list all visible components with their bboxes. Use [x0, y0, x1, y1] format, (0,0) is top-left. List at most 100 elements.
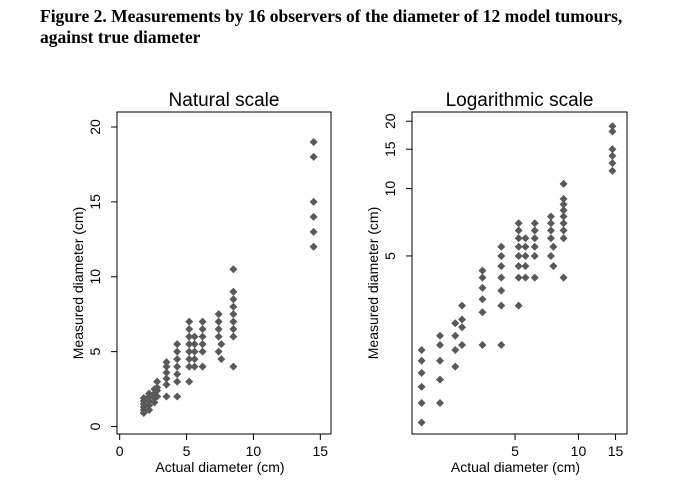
log-data-point: [559, 179, 568, 188]
log-data-point: [497, 242, 506, 251]
log-data-point: [458, 301, 467, 310]
log-data-point: [478, 273, 487, 282]
natural-data-point: [173, 347, 182, 356]
natural-data-point: [229, 265, 238, 274]
natural-data-point: [162, 358, 171, 367]
log-data-point: [497, 262, 506, 271]
natural-data-point: [309, 242, 318, 251]
natural-data-point: [162, 380, 171, 389]
log-data-point: [458, 340, 467, 349]
natural-data-point: [190, 332, 199, 341]
log-data-point: [458, 315, 467, 324]
log-data-point: [546, 226, 555, 235]
log-data-point: [530, 219, 539, 228]
log-data-point: [521, 262, 530, 271]
natural-data-point: [185, 347, 194, 356]
natural-data-point: [229, 325, 238, 334]
log-data-point: [435, 331, 444, 340]
log-data-point: [478, 283, 487, 292]
log-data-point: [478, 340, 487, 349]
natural-x-tick-label: 15: [313, 443, 329, 459]
natural-data-point: [198, 362, 207, 371]
natural-data-point: [185, 317, 194, 326]
log-data-point: [530, 226, 539, 235]
log-data-point: [497, 251, 506, 260]
log-data-point: [451, 362, 460, 371]
log-y-axis-label: Measured diameter (cm): [365, 207, 381, 360]
natural-data-point: [185, 340, 194, 349]
log-data-point: [497, 340, 506, 349]
log-data-point: [530, 273, 539, 282]
natural-x-tick-label: 5: [183, 443, 191, 459]
natural-data-point: [214, 317, 223, 326]
natural-y-axis-label: Measured diameter (cm): [70, 207, 86, 360]
natural-data-point: [217, 340, 226, 349]
natural-data-point: [309, 227, 318, 236]
log-data-point: [521, 234, 530, 243]
log-data-point: [530, 234, 539, 243]
log-data-point: [559, 219, 568, 228]
natural-data-point: [309, 212, 318, 221]
log-data-point: [608, 122, 617, 131]
log-y-tick-label: 20: [382, 113, 398, 129]
natural-y-tick-label: 5: [87, 348, 103, 356]
natural-data-point: [185, 355, 194, 364]
log-data-point: [521, 273, 530, 282]
natural-data-point: [217, 355, 226, 364]
log-data-point: [417, 399, 426, 408]
log-data-point: [559, 234, 568, 243]
natural-data-point: [185, 377, 194, 386]
log-data-point: [549, 262, 558, 271]
log-data-point: [608, 159, 617, 168]
natural-data-point: [162, 368, 171, 377]
log-data-point: [608, 127, 617, 136]
log-data-point: [478, 308, 487, 317]
natural-data-point: [145, 401, 154, 410]
log-data-point: [521, 242, 530, 251]
natural-data-point: [145, 406, 154, 415]
natural-data-point: [229, 310, 238, 319]
natural-x-axis-label: Actual diameter (cm): [155, 459, 284, 475]
natural-data-point: [309, 137, 318, 146]
natural-data-point: [190, 347, 199, 356]
log-data-point: [559, 206, 568, 215]
log-data-point: [608, 145, 617, 154]
natural-data-point: [229, 295, 238, 304]
log-data-point: [514, 242, 523, 251]
natural-data-point: [185, 362, 194, 371]
log-data-point: [451, 345, 460, 354]
natural-data-point: [198, 340, 207, 349]
log-data-point: [478, 295, 487, 304]
log-plot-frame: [411, 111, 628, 435]
log-data-point: [549, 242, 558, 251]
natural-x-tick-label: 10: [246, 443, 262, 459]
log-y-tick-label: 15: [382, 141, 398, 157]
caption-line-2: against true diameter: [40, 27, 201, 47]
natural-data-point: [229, 332, 238, 341]
natural-data-point: [190, 355, 199, 364]
natural-data-point: [162, 374, 171, 383]
natural-data-point: [173, 355, 182, 364]
natural-data-point: [198, 347, 207, 356]
natural-data-point: [229, 287, 238, 296]
log-data-point: [458, 323, 467, 332]
natural-data-point: [214, 347, 223, 356]
log-scale-panel: Logarithmic scale 5 10 15 5 10 15 20 Actual diam…: [365, 90, 628, 475]
log-data-point: [435, 375, 444, 384]
log-data-point: [521, 251, 530, 260]
natural-data-point: [162, 362, 171, 371]
natural-data-point: [145, 389, 154, 398]
log-data-point: [451, 331, 460, 340]
log-data-point: [435, 356, 444, 365]
log-data-point: [451, 319, 460, 328]
log-y-tick-label: 5: [382, 252, 398, 260]
natural-data-point: [229, 302, 238, 311]
log-data-point: [417, 418, 426, 427]
natural-data-point: [229, 362, 238, 371]
natural-data-point: [173, 362, 182, 371]
natural-data-point: [214, 325, 223, 334]
natural-data-point: [190, 340, 199, 349]
natural-y-tick-label: 20: [87, 119, 103, 135]
log-data-point: [514, 219, 523, 228]
